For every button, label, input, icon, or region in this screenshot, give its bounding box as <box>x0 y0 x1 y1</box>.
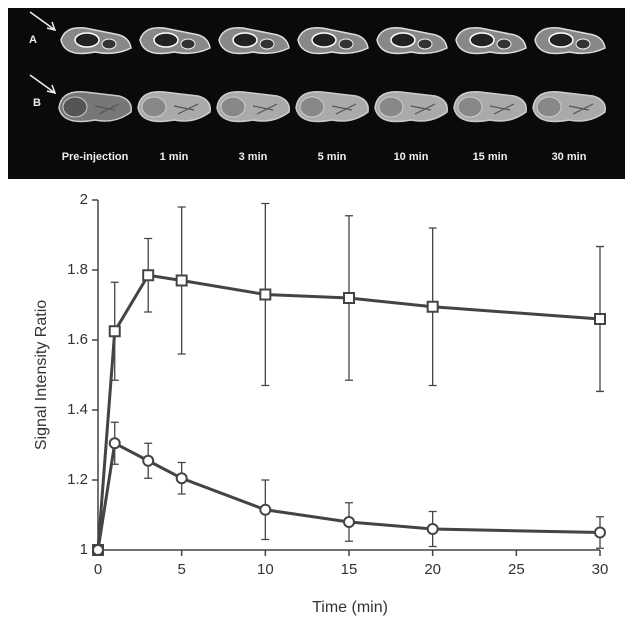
mri-detail <box>232 32 258 48</box>
y-tick-label: 1 <box>80 541 88 558</box>
marker <box>259 503 272 516</box>
mri-detail <box>417 38 433 50</box>
mri-detail <box>94 103 120 115</box>
mri-detail <box>62 96 88 118</box>
y-axis-label: Signal Intensity Ratio <box>33 300 50 450</box>
x-axis-label: Time (min) <box>312 599 388 616</box>
y-tick-label: 1.2 <box>67 471 88 488</box>
mri-detail <box>536 96 562 118</box>
mri-detail <box>568 103 594 115</box>
marker <box>142 269 155 282</box>
y-tick-label: 1.4 <box>67 401 88 418</box>
arrow <box>29 74 57 95</box>
series-line <box>96 440 601 551</box>
y-tick-label: 2 <box>80 191 88 208</box>
marker <box>426 300 439 313</box>
mri-detail <box>575 38 591 50</box>
arrow <box>29 11 57 32</box>
marker <box>259 288 272 301</box>
x-tick-label: 20 <box>424 561 441 578</box>
column-label: 3 min <box>239 151 268 163</box>
marker <box>594 313 606 325</box>
marker <box>108 437 121 450</box>
mri-detail <box>252 103 278 115</box>
marker <box>175 274 188 287</box>
mri-detail <box>331 103 357 115</box>
marker <box>343 516 355 528</box>
marker <box>92 544 104 556</box>
y-tick-label: 1.8 <box>67 261 88 278</box>
mri-detail <box>173 103 199 115</box>
mri-detail <box>299 96 325 118</box>
column-label: Pre-injection <box>62 151 129 163</box>
x-tick-label: 25 <box>508 561 525 578</box>
marker <box>108 325 121 338</box>
column-label: 1 min <box>160 151 189 163</box>
mri-detail <box>548 32 574 48</box>
mri-detail <box>311 32 337 48</box>
marker <box>426 523 439 535</box>
x-tick-label: 5 <box>177 561 185 578</box>
mri-detail <box>101 38 117 50</box>
marker <box>142 454 155 467</box>
mri-detail <box>457 96 483 118</box>
column-label: 5 min <box>318 151 347 163</box>
mri-detail <box>469 32 495 48</box>
mri-detail <box>338 38 354 50</box>
mri-detail <box>220 96 246 118</box>
marker <box>594 526 606 539</box>
row-label: B <box>33 97 41 109</box>
series-line <box>96 273 601 551</box>
y-tick-label: 1.6 <box>67 331 88 348</box>
mri-detail <box>378 96 404 118</box>
x-tick-label: 30 <box>592 561 609 578</box>
x-tick-label: 0 <box>94 561 102 578</box>
column-label: 30 min <box>552 151 587 163</box>
mri-detail <box>390 32 416 48</box>
column-label: 10 min <box>394 151 429 163</box>
mri-detail <box>74 32 100 48</box>
mri-detail <box>141 96 167 118</box>
row-label: A <box>29 34 37 46</box>
mri-detail <box>259 38 275 50</box>
mri-detail <box>153 32 179 48</box>
mri-detail <box>489 103 515 115</box>
mri-detail <box>410 103 436 115</box>
marker <box>343 292 355 304</box>
mri-detail <box>180 38 196 50</box>
marker <box>175 472 188 485</box>
x-tick-label: 10 <box>257 561 274 578</box>
column-label: 15 min <box>473 151 508 163</box>
mri-detail <box>496 38 512 50</box>
x-tick-label: 15 <box>341 561 358 578</box>
